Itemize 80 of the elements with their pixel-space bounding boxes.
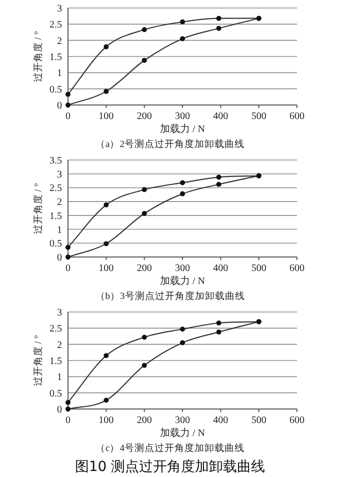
y-tick-label: 0.5: [50, 84, 62, 96]
x-tick-label: 300: [175, 263, 190, 274]
y-tick-label: 0.5: [50, 388, 62, 400]
y-tick-label: 0: [57, 100, 62, 112]
y-tick-label: 2: [57, 197, 62, 208]
x-axis-title: 加载力 / N: [160, 123, 205, 135]
caption: 图10 测点过开角度加卸载曲线: [74, 459, 266, 475]
y-axis-title: 过开角度 / °: [32, 334, 44, 386]
point: [142, 334, 147, 340]
point: [66, 244, 70, 250]
x-tick-label: 0: [66, 415, 70, 426]
x-tick-label: 100: [98, 111, 114, 122]
point: [142, 362, 147, 368]
y-tick-label: 0: [57, 252, 62, 264]
y-tick-label: 1.5: [50, 210, 62, 222]
x-tick-label: 100: [98, 415, 114, 426]
x-axis-title: 加载力 / N: [160, 427, 205, 439]
x-tick-label: 400: [213, 415, 228, 426]
point: [180, 180, 185, 186]
x-tick-label: 0: [66, 111, 70, 122]
y-tick-label: 0: [57, 404, 62, 416]
point: [216, 26, 222, 31]
y-tick-label: 3: [57, 169, 62, 180]
y-tick-label: 3: [57, 4, 62, 14]
x-tick-label: 600: [290, 263, 304, 274]
point: [216, 182, 222, 187]
point: [104, 241, 109, 246]
point: [216, 16, 222, 21]
y-tick-label: 3: [57, 308, 62, 318]
y-axis-title: 过开角度 / °: [32, 30, 44, 82]
x-tick-label: 300: [175, 111, 190, 122]
point: [216, 174, 222, 180]
x-tick-label: 200: [136, 263, 152, 274]
x-tick-label: 400: [213, 111, 228, 122]
y-tick-label: 2.5: [50, 20, 62, 31]
point: [66, 92, 70, 97]
x-tick-label: 400: [213, 263, 228, 274]
y-tick-label: 2: [57, 36, 62, 47]
point: [142, 27, 147, 32]
y-tick-label: 1.5: [50, 356, 62, 367]
y-tick-label: 1: [57, 68, 62, 80]
y-tick-label: 2: [57, 340, 62, 351]
x-tick-label: 500: [251, 415, 266, 426]
point: [180, 19, 185, 24]
point: [66, 400, 70, 406]
y-tick-label: 2.5: [50, 324, 62, 335]
point: [180, 326, 185, 332]
point: [180, 36, 185, 42]
text: （c）4号测点过开角度加卸载曲线: [96, 442, 244, 454]
point: [216, 320, 222, 326]
point: [104, 44, 109, 50]
x-tick-label: 200: [136, 415, 152, 426]
y-tick-label: 2.5: [50, 183, 62, 194]
point: [180, 191, 185, 196]
x-tick-label: 600: [290, 415, 304, 426]
point: [180, 340, 185, 346]
x-tick-label: 500: [251, 263, 266, 274]
point: [104, 398, 109, 403]
y-tick-label: 3.5: [50, 156, 62, 166]
y-tick-label: 1.5: [50, 52, 62, 63]
point: [216, 330, 222, 335]
x-tick-label: 500: [251, 111, 266, 122]
y-axis-title: 过开角度 / °: [32, 182, 44, 234]
x-tick-label: 100: [98, 263, 114, 274]
point: [142, 187, 147, 192]
x-axis-title: 加载力 / N: [160, 275, 205, 287]
x-tick-label: 200: [136, 111, 152, 122]
y-tick-label: 0.5: [50, 238, 62, 250]
x-tick-label: 300: [175, 415, 190, 426]
text: （b）3号测点过开角度加卸载曲线: [95, 290, 245, 302]
point: [142, 210, 147, 216]
y-tick-label: 1: [57, 224, 62, 236]
point: [104, 88, 109, 94]
text: （a）2号测点过开角度加卸载曲线: [96, 138, 244, 150]
x-tick-label: 0: [66, 263, 70, 274]
point: [142, 58, 147, 63]
x-tick-label: 600: [290, 111, 304, 122]
y-tick-label: 1: [57, 372, 62, 384]
point: [104, 202, 109, 208]
point: [104, 353, 109, 358]
